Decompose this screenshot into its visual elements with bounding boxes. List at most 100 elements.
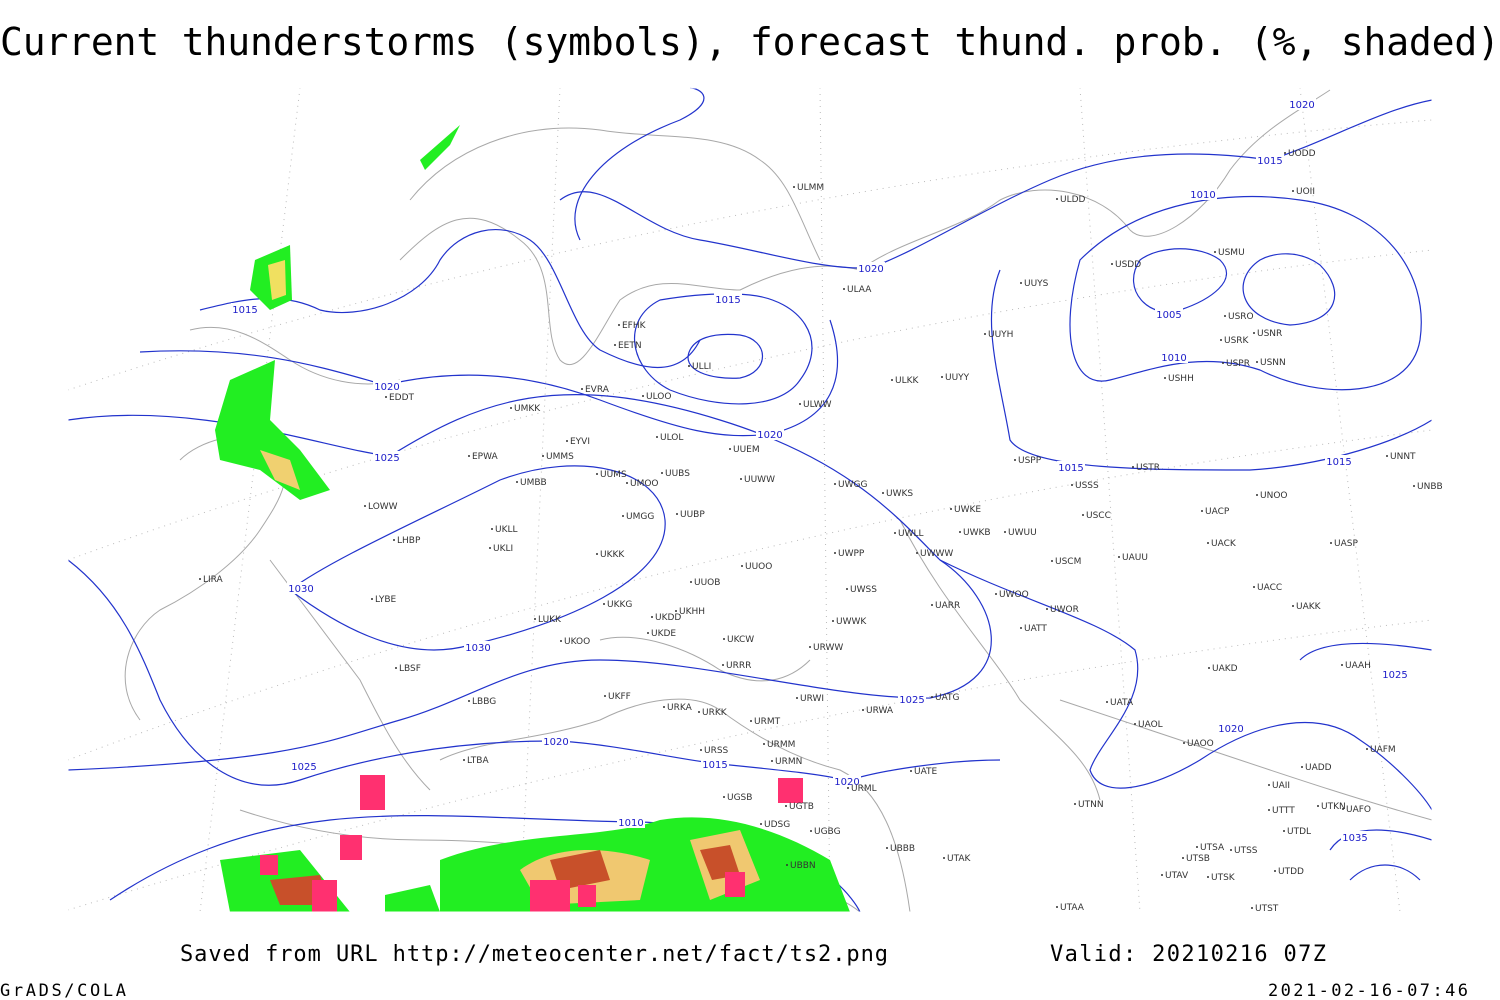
station-label: UODD: [1288, 149, 1316, 159]
station-dot: [463, 759, 465, 761]
station-dot: [651, 616, 653, 618]
station-label: LOWW: [368, 502, 398, 512]
station-label: UATE: [914, 767, 938, 777]
station-label: ULMM: [797, 183, 824, 193]
station-label: UTAK: [947, 854, 972, 864]
station-label: UWWK: [836, 617, 867, 627]
station-label: UTSS: [1234, 846, 1258, 856]
station-label: USRK: [1224, 336, 1250, 346]
station-dot: [663, 706, 665, 708]
map-border: [67, 87, 1433, 913]
station-label: UATG: [935, 693, 960, 703]
station-dot: [722, 664, 724, 666]
station-label: UUWW: [744, 475, 775, 485]
station-dot: [760, 823, 762, 825]
station-dot: [810, 830, 812, 832]
station-dot: [809, 646, 811, 648]
station-dot: [750, 720, 752, 722]
station-label: UATA: [1110, 698, 1134, 708]
station-dot: [1341, 664, 1343, 666]
station-dot: [1056, 198, 1058, 200]
station-label: UOII: [1296, 187, 1315, 197]
station-label: ULLI: [692, 362, 711, 372]
station-label: UKKK: [600, 550, 625, 560]
station-dot: [741, 565, 743, 567]
station-label: USHH: [1168, 374, 1194, 384]
station-dot: [1342, 808, 1344, 810]
station-dot: [796, 697, 798, 699]
station-label: UATT: [1024, 624, 1047, 634]
title: Current thunderstorms (symbols), forecas…: [0, 20, 1500, 64]
station-label: UUYS: [1024, 279, 1049, 289]
station-label: UWKB: [963, 528, 991, 538]
station-dot: [771, 760, 773, 762]
station-label: UWOR: [1050, 605, 1079, 615]
station-label: UKDD: [655, 613, 681, 623]
station-dot: [916, 552, 918, 554]
isobar-label: 1015: [1326, 457, 1351, 468]
station-label: UKHH: [679, 607, 705, 617]
map-area: [68, 88, 1432, 912]
station-dot: [1274, 870, 1276, 872]
station-dot: [891, 379, 893, 381]
map-frame: 1020 1015 1010 1020 1005 1015 1015 1010 1020 1020…: [67, 87, 1443, 914]
isobar-label-bg: [1217, 722, 1245, 734]
station-label: UWKS: [886, 489, 913, 499]
station-dot: [832, 620, 834, 622]
station-label: UKLL: [495, 525, 518, 535]
isobar-label-bg: [898, 693, 926, 705]
isobar-label-bg: [1288, 98, 1316, 110]
isobar-label: 1020: [543, 737, 568, 748]
station-label: USCM: [1055, 557, 1081, 567]
station-label: URMT: [754, 717, 781, 727]
station-label: USMU: [1218, 248, 1245, 258]
isobar-label-bg: [1325, 455, 1353, 467]
station-label: LYBE: [375, 595, 396, 605]
station-label: EPWA: [472, 452, 499, 462]
station-dot: [1256, 494, 1258, 496]
station-dot: [995, 593, 997, 595]
station-label: URRR: [726, 661, 751, 671]
station-label: UKCW: [727, 635, 754, 645]
station-dot: [1224, 315, 1226, 317]
isobar-label-bg: [617, 816, 645, 828]
isobar-label: 1020: [1218, 724, 1243, 735]
station-label: EETN: [618, 341, 642, 351]
station-dot: [1253, 586, 1255, 588]
station-dot: [675, 610, 677, 612]
station-label: UAKK: [1296, 602, 1322, 612]
station-dot: [1071, 484, 1073, 486]
station-label: UKLI: [493, 544, 513, 554]
station-dot: [642, 395, 644, 397]
station-dot: [862, 709, 864, 711]
station-dot: [1014, 459, 1016, 461]
station-label: UTTT: [1272, 806, 1295, 816]
station-dot: [1386, 455, 1388, 457]
station-dot: [688, 365, 690, 367]
isobar-label: 1025: [899, 695, 924, 706]
station-dot: [1301, 766, 1303, 768]
station-label: EVRA: [585, 385, 610, 395]
station-dot: [534, 618, 536, 620]
station-dot: [491, 528, 493, 530]
station-label: USDD: [1115, 260, 1141, 270]
isobar-label: 1020: [858, 264, 883, 275]
station-dot: [489, 547, 491, 549]
station-dot: [566, 440, 568, 442]
station-dot: [1317, 805, 1319, 807]
station-label: UUMS: [600, 470, 627, 480]
isobar-label-bg: [1057, 461, 1085, 473]
station-dot: [882, 492, 884, 494]
station-label: UWWW: [920, 549, 953, 559]
station-label: UUYY: [945, 373, 970, 383]
station-dot: [560, 640, 562, 642]
station-dot: [1284, 152, 1286, 154]
station-dot: [1268, 784, 1270, 786]
station-label: ULWW: [803, 400, 832, 410]
station-dot: [1182, 857, 1184, 859]
station-dot: [199, 578, 201, 580]
station-label: LUKK: [538, 615, 562, 625]
station-dot: [698, 711, 700, 713]
station-dot: [510, 407, 512, 409]
station-label: EFHK: [622, 321, 647, 331]
